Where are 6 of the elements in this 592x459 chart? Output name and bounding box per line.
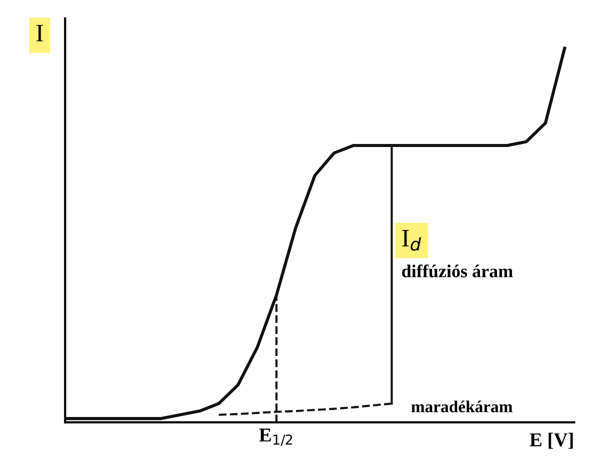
y-axis-title: I [36,24,43,42]
text: E$_{1/2}$ [259,428,292,446]
annotation: diffúziós áram [402,264,513,278]
x-axis-title: E [V] [530,432,573,449]
annotation: maradékáram [411,400,512,412]
annotation: I$_{d}$ [402,230,422,251]
